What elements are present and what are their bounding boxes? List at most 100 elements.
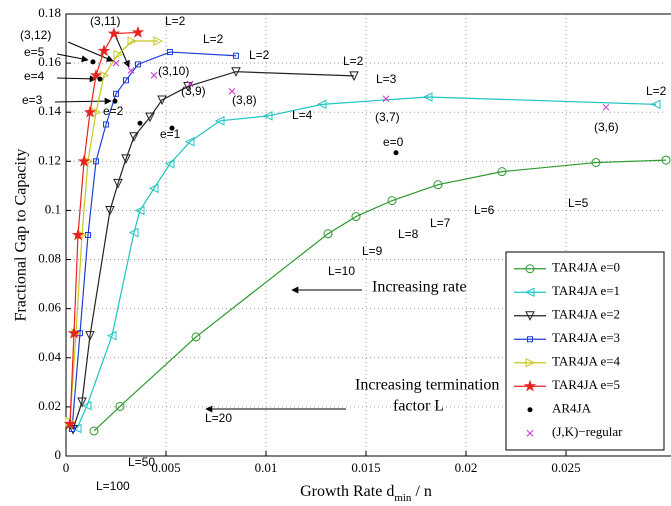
- marker: [81, 400, 92, 411]
- annotation: e=5: [24, 45, 45, 59]
- annotation: L=5: [568, 196, 589, 210]
- arrow: [67, 41, 114, 62]
- marker: [349, 71, 359, 81]
- x-tick-label: 0.01: [255, 460, 278, 475]
- annotation: L=2: [646, 84, 667, 98]
- legend-marker: [526, 429, 534, 437]
- y-tick-label: 0.16: [38, 54, 61, 69]
- arrow: [56, 75, 97, 83]
- marker: [89, 68, 103, 81]
- marker: [602, 103, 610, 111]
- legend-label: AR4JA: [552, 401, 592, 416]
- marker: [393, 150, 399, 156]
- y-axis-label: Fractional Gap to Capacity: [13, 149, 30, 322]
- marker: [214, 116, 225, 126]
- marker: [105, 205, 115, 216]
- marker: [228, 87, 236, 95]
- annotation: L=2: [165, 14, 186, 28]
- marker: [113, 49, 124, 60]
- annotation: L=10: [328, 264, 355, 278]
- marker: [135, 61, 141, 68]
- legend-label: TAR4JA e=5: [552, 377, 620, 392]
- y-tick-label: 0.1: [45, 201, 61, 216]
- marker: [387, 196, 397, 206]
- y-tick-label: 0.04: [38, 349, 61, 364]
- annotation: (3,8): [232, 93, 257, 107]
- marker: [77, 397, 87, 408]
- annotation: L=2: [203, 32, 224, 46]
- annotation: (3,6): [594, 120, 619, 134]
- marker: [169, 125, 175, 131]
- annotation: e=0: [383, 135, 404, 149]
- marker: [153, 36, 164, 46]
- legend-marker: [525, 311, 535, 321]
- annotation: e=2: [103, 104, 124, 118]
- legend-marker: [525, 264, 535, 274]
- annotation: (3,9): [181, 84, 206, 98]
- x-tick-label: 0.025: [551, 460, 580, 475]
- marker: [316, 99, 327, 110]
- y-tick-label: 0.02: [38, 398, 61, 413]
- x-tick-label: 0: [63, 460, 70, 475]
- marker: [113, 90, 119, 97]
- series-line: [93, 159, 667, 432]
- marker: [591, 158, 601, 168]
- marker: [186, 80, 194, 88]
- legend-label: TAR4JA e=4: [552, 354, 621, 369]
- marker: [112, 59, 120, 67]
- marker: [131, 25, 145, 38]
- y-tick-label: 0.08: [38, 251, 61, 266]
- annotation: L=3: [376, 72, 397, 86]
- marker: [433, 180, 443, 190]
- marker: [85, 331, 95, 341]
- marker: [157, 95, 167, 106]
- marker: [63, 417, 77, 430]
- arrow: [56, 53, 89, 63]
- annotation: Increasing rate: [372, 279, 467, 296]
- annotation: (3,12): [20, 28, 51, 42]
- x-axis-label: Growth Rate dmin / n: [300, 483, 432, 504]
- marker: [233, 52, 239, 59]
- marker: [127, 67, 135, 74]
- annotation: (3,7): [375, 110, 400, 124]
- marker: [97, 44, 111, 57]
- marker: [129, 132, 139, 142]
- marker: [83, 105, 97, 118]
- series-line: [69, 31, 139, 425]
- marker: [323, 229, 333, 239]
- legend-marker: [524, 287, 535, 298]
- marker: [262, 111, 273, 121]
- marker: [661, 155, 671, 165]
- legend-box: [505, 251, 665, 451]
- marker: [148, 183, 159, 194]
- series-line: [76, 96, 657, 429]
- marker: [191, 332, 201, 342]
- annotation: (3,11): [90, 14, 120, 28]
- marker: [93, 158, 99, 165]
- legend-marker: [525, 357, 536, 368]
- marker: [71, 228, 85, 241]
- annotation: L=2: [343, 54, 364, 68]
- marker: [164, 158, 175, 169]
- legend-label: TAR4JA e=1: [552, 283, 620, 298]
- marker: [106, 330, 117, 341]
- marker: [231, 67, 241, 77]
- annotation: factor L: [393, 398, 444, 415]
- legend-label: TAR4JA e=0: [552, 260, 620, 275]
- annotation: L=100: [96, 479, 130, 493]
- marker: [103, 121, 109, 128]
- marker: [127, 36, 138, 46]
- annotation: L=8: [398, 227, 419, 241]
- annotation: L=2: [249, 48, 270, 62]
- series-line: [71, 51, 237, 430]
- marker: [115, 401, 125, 411]
- marker: [67, 326, 81, 339]
- marker: [128, 227, 139, 238]
- marker: [113, 178, 123, 189]
- annotation: L=7: [430, 216, 451, 230]
- marker: [99, 70, 110, 81]
- marker: [137, 120, 143, 126]
- marker: [422, 92, 433, 102]
- series-line: [72, 71, 355, 430]
- y-tick-label: 0.18: [38, 5, 61, 20]
